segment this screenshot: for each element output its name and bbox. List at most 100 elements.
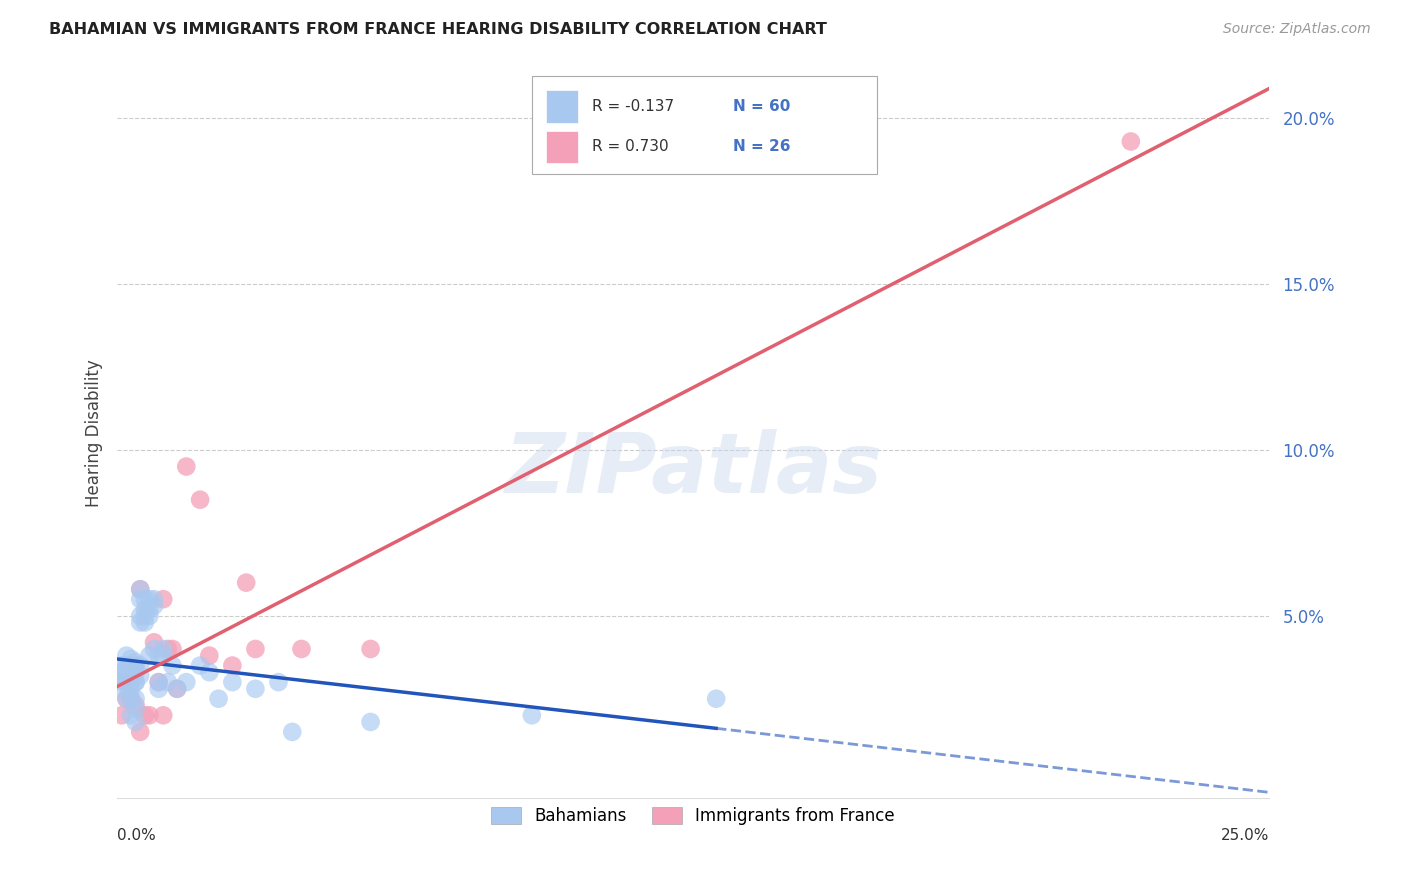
Point (143, 592, 166, 607)
Text: BAHAMIAN VS IMMIGRANTS FROM FRANCE HEARING DISABILITY CORRELATION CHART: BAHAMIAN VS IMMIGRANTS FROM FRANCE HEARI… (49, 22, 827, 37)
Text: R = -0.137: R = -0.137 (592, 99, 673, 114)
Point (111, 675, 134, 690)
Point (111, 681, 134, 696)
Y-axis label: Hearing Disability: Hearing Disability (86, 359, 103, 508)
Point (704, 691, 727, 706)
Point (520, 708, 543, 723)
Point (134, 592, 156, 607)
Point (111, 665, 134, 680)
Text: 25.0%: 25.0% (1220, 828, 1270, 843)
Point (120, 691, 142, 706)
Point (148, 675, 170, 690)
Point (245, 642, 267, 657)
Point (115, 675, 138, 690)
Point (124, 658, 146, 673)
Point (115, 668, 138, 682)
Point (129, 724, 152, 739)
Point (198, 648, 221, 663)
Point (1119, 135, 1142, 149)
Point (360, 642, 382, 657)
Point (138, 592, 160, 607)
FancyBboxPatch shape (546, 90, 578, 123)
Point (115, 675, 138, 690)
Point (124, 675, 146, 690)
Point (124, 665, 146, 680)
FancyBboxPatch shape (546, 130, 578, 163)
Point (129, 615, 152, 630)
Text: R = 0.730: R = 0.730 (592, 139, 668, 154)
Point (129, 608, 152, 623)
Point (124, 714, 146, 729)
Point (134, 602, 156, 616)
Point (138, 608, 160, 623)
Point (111, 658, 134, 673)
Point (115, 648, 138, 663)
Point (115, 665, 138, 680)
Point (245, 681, 267, 696)
Point (120, 658, 142, 673)
Point (124, 655, 146, 669)
Point (120, 681, 142, 696)
Text: N = 26: N = 26 (734, 139, 792, 154)
Point (120, 691, 142, 706)
Point (129, 592, 152, 607)
Point (152, 648, 174, 663)
Text: Source: ZipAtlas.com: Source: ZipAtlas.com (1223, 22, 1371, 37)
Point (207, 691, 229, 706)
Point (120, 672, 142, 686)
Text: N = 60: N = 60 (734, 99, 790, 114)
Point (166, 681, 188, 696)
Point (152, 642, 174, 657)
Text: 0.0%: 0.0% (117, 828, 156, 843)
Point (143, 635, 166, 649)
Point (176, 675, 198, 690)
Point (143, 599, 166, 613)
Point (120, 708, 142, 723)
Point (198, 665, 221, 680)
Legend: Bahamians, Immigrants from France: Bahamians, Immigrants from France (482, 799, 903, 834)
Point (148, 681, 170, 696)
Point (129, 582, 152, 597)
Point (120, 652, 142, 666)
Point (360, 714, 382, 729)
Point (134, 615, 156, 630)
Point (221, 675, 243, 690)
Point (138, 602, 160, 616)
Point (111, 708, 134, 723)
Point (129, 582, 152, 597)
Point (124, 698, 146, 713)
Text: ZIPatlas: ZIPatlas (505, 429, 882, 510)
Point (129, 658, 152, 673)
Point (124, 691, 146, 706)
Point (115, 691, 138, 706)
FancyBboxPatch shape (531, 76, 877, 174)
Point (156, 675, 179, 690)
Point (148, 648, 170, 663)
Point (129, 668, 152, 682)
Point (148, 675, 170, 690)
Point (156, 642, 179, 657)
Point (115, 658, 138, 673)
Point (115, 691, 138, 706)
Point (235, 575, 257, 590)
Point (162, 642, 184, 657)
Point (134, 708, 156, 723)
Point (152, 708, 174, 723)
Point (152, 592, 174, 607)
Point (267, 675, 290, 690)
Point (166, 681, 188, 696)
Point (138, 648, 160, 663)
Point (162, 658, 184, 673)
Point (124, 675, 146, 690)
Point (188, 658, 211, 673)
Point (221, 658, 243, 673)
Point (281, 724, 304, 739)
Point (290, 642, 312, 657)
Point (138, 708, 160, 723)
Point (124, 701, 146, 715)
Point (188, 492, 211, 507)
Point (134, 608, 156, 623)
Point (143, 642, 166, 657)
Point (120, 675, 142, 690)
Point (176, 459, 198, 474)
